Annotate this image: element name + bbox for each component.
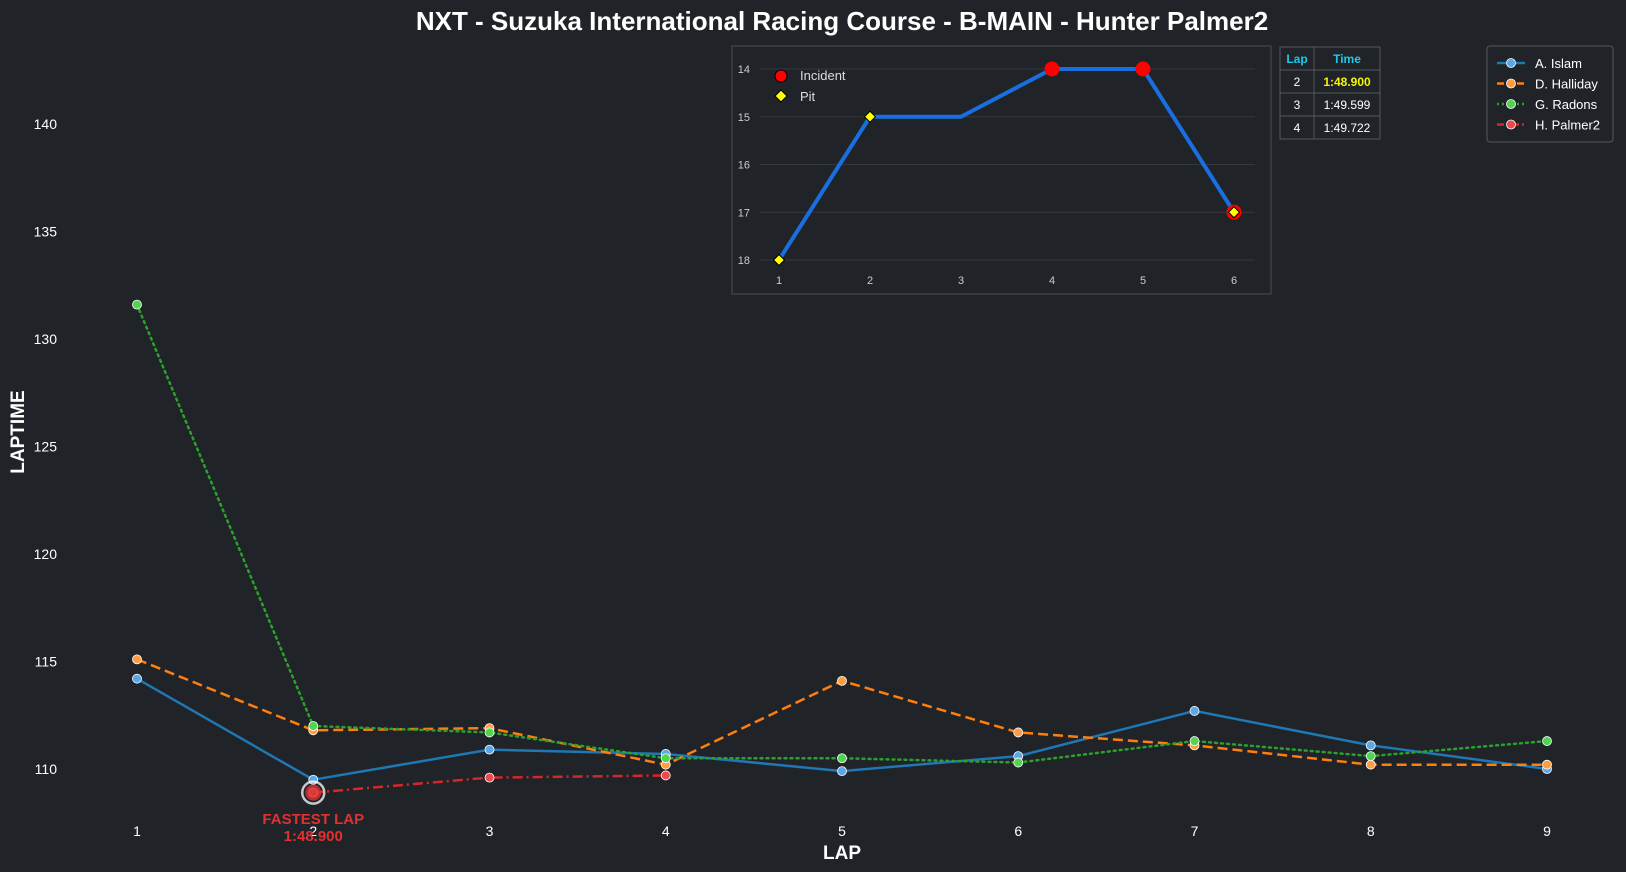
chart-title: NXT - Suzuka International Racing Course… [416, 6, 1268, 36]
x-tick-label: 3 [486, 823, 494, 839]
table-header: Lap [1286, 52, 1307, 66]
inset-y-tick: 15 [738, 112, 750, 124]
table-time-cell: 1:48.900 [1323, 75, 1371, 89]
pit-legend-icon [774, 89, 788, 103]
y-tick-label: 135 [34, 224, 58, 240]
x-tick-label: 6 [1014, 823, 1022, 839]
pit-legend-label: Pit [800, 89, 816, 104]
lap-table: Lap Time 2 1:48.900 3 1:49.599 4 1:49.722 [1279, 46, 1381, 140]
x-tick-label: 9 [1543, 823, 1551, 839]
x-tick-label: 2 [309, 823, 317, 839]
incident-marker [1044, 61, 1060, 77]
inset-position-line [777, 67, 1236, 262]
table-lap-cell: 2 [1294, 75, 1301, 89]
data-point-islam [484, 744, 495, 755]
legend-marker-palmer [1506, 119, 1516, 130]
inset-x-tick: 5 [1140, 275, 1146, 287]
x-tick-label: 5 [838, 823, 846, 839]
legend-frame [1486, 45, 1614, 143]
y-tick-label: 110 [35, 761, 58, 777]
y-tick-label: 140 [34, 116, 58, 132]
table-cell [1313, 115, 1381, 140]
x-tick-label: 4 [662, 823, 670, 839]
y-tick-label: 130 [34, 331, 58, 347]
legend-marker-islam [1506, 58, 1516, 68]
fastest-lap-time: 1:48.900 [284, 828, 343, 845]
table-time-cell: 1:49.599 [1324, 98, 1371, 112]
y-tick-label: 115 [35, 654, 58, 670]
data-point-islam [837, 766, 847, 777]
legend-label: G. Radons [1535, 97, 1598, 112]
data-point-radons [660, 753, 671, 764]
data-point-radons [1013, 757, 1024, 768]
data-point-radons [1189, 736, 1200, 746]
data-point-palmer [484, 772, 495, 783]
inset-x-tick: 1 [776, 275, 782, 287]
inset-y-tick: 16 [738, 160, 750, 172]
legend-marker-radons [1506, 99, 1516, 109]
series-line-palmer [313, 774, 666, 794]
inset-frame [731, 45, 1272, 295]
legend-label: A. Islam [1535, 56, 1582, 71]
data-point-radons [484, 727, 495, 738]
incident-legend-label: Incident [800, 68, 846, 83]
data-point-radons [837, 753, 847, 764]
data-point-radons [1542, 736, 1552, 746]
pit-marker [863, 110, 877, 123]
data-point-halliday [1365, 759, 1376, 770]
pit-marker [772, 253, 786, 267]
x-tick-label: 7 [1191, 823, 1199, 839]
table-header: Time [1333, 52, 1361, 66]
pit-marker [1227, 206, 1241, 219]
legend-marker-halliday [1506, 78, 1516, 89]
legend-label: D. Halliday [1535, 77, 1598, 92]
position-inset: 14 15 16 17 18 1 2 3 4 5 6 Incident Pit [731, 45, 1272, 295]
inset-y-tick: 17 [738, 207, 750, 219]
fastest-lap-ring [301, 780, 326, 805]
y-axis-label: LAPTIME [8, 390, 29, 473]
inset-x-tick: 6 [1231, 275, 1237, 287]
incident-legend-icon [774, 69, 788, 83]
inset-x-tick: 2 [867, 275, 873, 287]
fastest-lap-marker [305, 784, 322, 801]
data-point-radons [132, 299, 142, 310]
x-axis-label: LAP [823, 843, 861, 864]
x-tick-label: 1 [133, 823, 141, 839]
table-lap-cell: 3 [1294, 98, 1301, 112]
inset-y-tick: 18 [738, 255, 750, 267]
data-point-islam [1189, 706, 1200, 716]
data-point-islam [132, 673, 142, 684]
y-tick-label: 120 [34, 546, 58, 562]
data-point-halliday [132, 654, 142, 665]
data-point-halliday [837, 675, 847, 686]
y-tick-label: 125 [34, 439, 58, 455]
inset-y-tick: 14 [738, 64, 750, 76]
table-time-cell: 1:49.722 [1324, 121, 1371, 135]
series-line-radons [135, 303, 1549, 764]
fastest-lap-label: FASTEST LAP [262, 811, 364, 828]
inset-x-tick: 3 [958, 275, 964, 287]
data-point-radons [1365, 751, 1376, 761]
x-tick-label: 8 [1367, 823, 1375, 839]
inset-x-tick: 4 [1049, 275, 1055, 287]
data-point-islam [1365, 740, 1376, 751]
data-point-halliday [1013, 727, 1024, 738]
incident-marker [1135, 61, 1151, 77]
legend-label: H. Palmer2 [1535, 118, 1600, 133]
table-lap-cell: 4 [1294, 121, 1301, 135]
data-point-radons [308, 721, 319, 731]
data-point-palmer [660, 770, 671, 781]
data-point-halliday [1542, 759, 1552, 770]
legend: A. Islam D. Halliday G. Radons H. Palmer2 [1486, 45, 1614, 143]
